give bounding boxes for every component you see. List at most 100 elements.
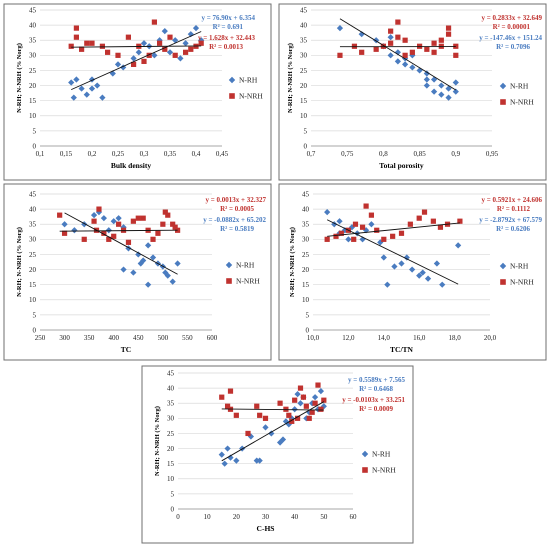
legend-marker-n-nrh [229, 93, 235, 99]
x-tick-label: 0,3 [140, 150, 149, 158]
data-point-n-nrh [84, 40, 90, 46]
legend-label-n-rh: N-RH [236, 261, 255, 270]
legend-label-n-rh: N-RH [239, 76, 258, 85]
data-point-n-nrh [162, 209, 168, 215]
data-point-n-nrh [172, 52, 178, 58]
data-point-n-nrh [165, 212, 171, 218]
data-point-n-nrh [140, 215, 146, 221]
data-point-n-rh [452, 79, 459, 86]
data-point-n-nrh [79, 46, 85, 52]
data-point-n-nrh [91, 218, 97, 224]
data-point-n-rh [71, 227, 78, 234]
y-axis-title: N-RH; N-NRH (% Norg) [289, 227, 296, 297]
data-point-n-nrh [115, 52, 121, 58]
data-point-n-nrh [68, 43, 74, 49]
data-point-n-nrh [321, 397, 327, 403]
y-tick-label: 35 [302, 221, 310, 229]
data-point-n-nrh [227, 388, 234, 394]
equation-n-rh: y = -147.46x + 151.24 [479, 34, 542, 42]
data-point-n-rh [433, 260, 440, 267]
data-point-n-rh [285, 421, 292, 428]
data-point-n-rh [105, 227, 112, 234]
data-point-n-nrh [351, 236, 357, 242]
y-tick-label: 10 [167, 475, 175, 483]
panel-tc-tn: 0 5 10 15 20 25 30 35 40 45 10,0 12,0 14,0 16,0 18,0 20… [278, 183, 547, 361]
data-point-n-nrh [457, 218, 463, 224]
y-tick-label: 10 [300, 112, 308, 120]
trendline-n-nrh [71, 45, 202, 48]
x-axis-title: C-HS [257, 524, 275, 533]
x-tick-label: 0,2 [88, 150, 97, 158]
data-point-n-nrh [363, 203, 369, 209]
y-tick-label: 5 [33, 311, 37, 319]
data-point-n-rh [452, 88, 459, 95]
data-point-n-rh [423, 70, 430, 77]
y-tick-label: 5 [171, 490, 175, 498]
r2-n-nrh: R² = 0.0013 [209, 43, 243, 51]
data-point-n-nrh [453, 52, 459, 58]
data-point-n-nrh [245, 430, 251, 437]
data-point-n-nrh [294, 415, 301, 421]
y-tick-label: 15 [302, 281, 310, 289]
y-tick-label: 20 [167, 445, 175, 453]
y-tick-label: 0 [304, 142, 308, 150]
data-point-n-rh [164, 272, 171, 279]
data-point-n-rh [68, 79, 75, 86]
r2-n-rh: R² = 0.691 [213, 23, 244, 31]
data-point-n-nrh [390, 233, 396, 239]
data-point-n-nrh [254, 403, 260, 409]
y-axis-title: N-RH; N-NRH (% Norg) [287, 43, 294, 113]
data-point-n-rh [177, 55, 184, 62]
data-point-n-nrh [73, 34, 79, 40]
x-axis-title: TC/TN [390, 345, 414, 354]
y-axis-title: N-RH; N-NRH (% Norg) [16, 227, 23, 297]
data-point-n-nrh [437, 224, 444, 230]
x-tick-label: 40 [291, 513, 299, 521]
legend-marker-n-nrh [500, 99, 506, 105]
data-point-n-rh [416, 67, 423, 74]
r2-n-rh: R² = 0.7096 [496, 43, 530, 51]
equation-n-rh: y = -2.8792x + 67.579 [479, 216, 542, 224]
data-point-n-nrh [81, 236, 87, 242]
data-point-n-rh [279, 436, 287, 443]
legend-marker-n-nrh [226, 278, 232, 284]
data-point-n-nrh [150, 236, 156, 242]
panel-total-porosity: 0 5 10 15 20 25 30 35 40 45 0,7 0,75 0,8 0,85 0,9 0,95 T… [278, 3, 547, 181]
r2-n-nrh: R² = 0.0009 [359, 405, 393, 413]
data-point-n-nrh [398, 230, 405, 236]
x-axis-title: Total porosity [379, 161, 424, 170]
data-point-n-rh [149, 254, 157, 261]
data-point-n-rh [430, 88, 438, 95]
data-point-n-nrh [96, 206, 102, 212]
legend-marker-n-rh [499, 82, 507, 90]
data-point-n-rh [161, 28, 168, 35]
x-tick-label: 450 [133, 334, 144, 342]
x-axis-title: TC [121, 345, 131, 354]
data-point-n-rh [88, 85, 96, 92]
y-tick-label: 40 [167, 385, 175, 393]
y-tick-label: 15 [167, 460, 175, 468]
data-point-n-rh [262, 424, 269, 431]
x-tick-label: 30 [262, 513, 270, 521]
panel-bulk-density: 0 5 10 15 20 25 30 35 40 45 0,1 0,15 0,2 0,25 0,3 0,35 0… [3, 3, 272, 181]
x-tick-label: 0,75 [341, 150, 354, 158]
y-tick-label: 35 [29, 37, 37, 45]
y-tick-label: 40 [302, 206, 310, 214]
data-point-n-rh [166, 49, 174, 56]
data-point-n-rh [445, 94, 452, 101]
x-tick-label: 0,15 [60, 150, 73, 158]
data-point-n-nrh [233, 412, 239, 418]
data-point-n-nrh [61, 230, 68, 236]
trendline-n-rh [326, 219, 459, 285]
legend-label-n-nrh: N-NRH [236, 277, 260, 286]
equation-n-rh: y = 0.5589x + 7.565 [348, 376, 405, 384]
data-point-n-nrh [402, 52, 408, 58]
data-point-n-nrh [359, 49, 365, 55]
data-point-n-rh [363, 227, 370, 234]
data-point-n-nrh [277, 400, 283, 406]
data-point-n-nrh [141, 58, 147, 64]
data-point-n-nrh [306, 415, 312, 421]
data-point-n-nrh [338, 230, 344, 236]
x-tick-label: 0,1 [36, 150, 45, 158]
data-point-n-nrh [431, 49, 437, 55]
